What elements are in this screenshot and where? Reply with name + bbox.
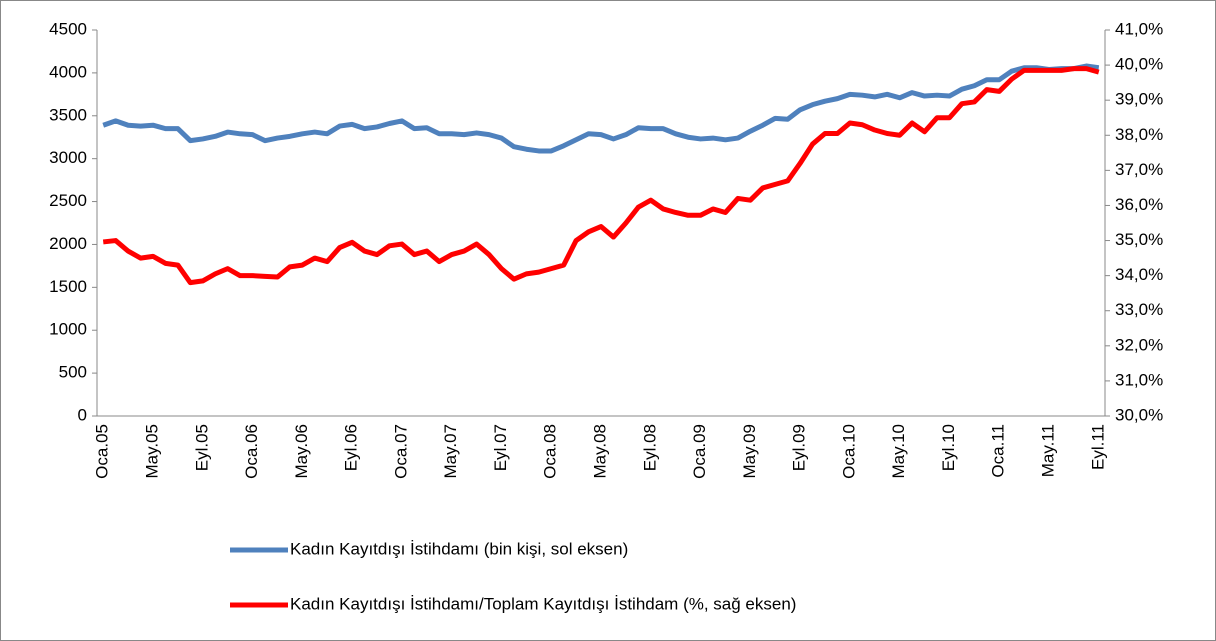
x-tick-label: Oca.08 [541, 424, 560, 479]
y-tick-label: 0 [78, 405, 87, 424]
x-tick-label: Eyl.07 [491, 424, 510, 471]
y2-tick-label: 31,0% [1115, 370, 1163, 389]
y-tick-label: 3500 [49, 105, 87, 124]
x-tick-label: May.09 [740, 424, 759, 479]
x-tick-label: Eyl.11 [1088, 424, 1107, 470]
y-tick-label: 2500 [49, 191, 87, 210]
y-tick-label: 1000 [49, 320, 87, 339]
x-tick-label: May.06 [292, 424, 311, 479]
y-tick-label: 4500 [49, 19, 87, 38]
x-tick-label: Eyl.08 [640, 424, 659, 471]
y-tick-label: 3000 [49, 148, 87, 167]
legend-label: Kadın Kayıtdışı İstihdamı (bin kişi, sol… [290, 539, 628, 558]
x-tick-label: May.08 [590, 424, 609, 479]
y2-tick-label: 33,0% [1115, 300, 1163, 319]
y-tick-label: 1500 [49, 277, 87, 296]
y2-tick-label: 35,0% [1115, 230, 1163, 249]
series-line [102, 63, 1100, 154]
series-line [102, 66, 1100, 286]
x-tick-label: Eyl.06 [342, 424, 361, 471]
x-tick-label: Eyl.05 [192, 424, 211, 471]
x-tick-label: Oca.11 [989, 424, 1008, 478]
y-tick-label: 500 [59, 363, 87, 382]
x-tick-label: May.10 [889, 424, 908, 479]
y-tick-label: 4000 [49, 62, 87, 81]
x-tick-label: Oca.07 [391, 424, 410, 479]
legend-label: Kadın Kayıtdışı İstihdamı/Toplam Kayıtdı… [290, 594, 796, 613]
y-tick-label: 2000 [49, 234, 87, 253]
x-tick-label: Eyl.09 [790, 424, 809, 471]
y2-tick-label: 37,0% [1115, 160, 1163, 179]
x-tick-label: Oca.10 [839, 424, 858, 479]
x-tick-label: Oca.05 [93, 424, 112, 479]
y2-tick-label: 36,0% [1115, 195, 1163, 214]
y2-tick-label: 41,0% [1115, 19, 1163, 38]
x-tick-label: May.11 [1038, 424, 1057, 477]
x-tick-label: May.07 [441, 424, 460, 479]
x-tick-label: Oca.06 [242, 424, 261, 479]
y2-tick-label: 30,0% [1115, 405, 1163, 424]
y2-tick-label: 38,0% [1115, 125, 1163, 144]
y2-tick-label: 40,0% [1115, 55, 1163, 74]
y2-tick-label: 39,0% [1115, 90, 1163, 109]
x-tick-label: Eyl.10 [939, 424, 958, 471]
x-tick-label: Oca.09 [690, 424, 709, 479]
y2-tick-label: 32,0% [1115, 335, 1163, 354]
x-tick-label: May.05 [142, 424, 161, 479]
y2-tick-label: 34,0% [1115, 265, 1163, 284]
